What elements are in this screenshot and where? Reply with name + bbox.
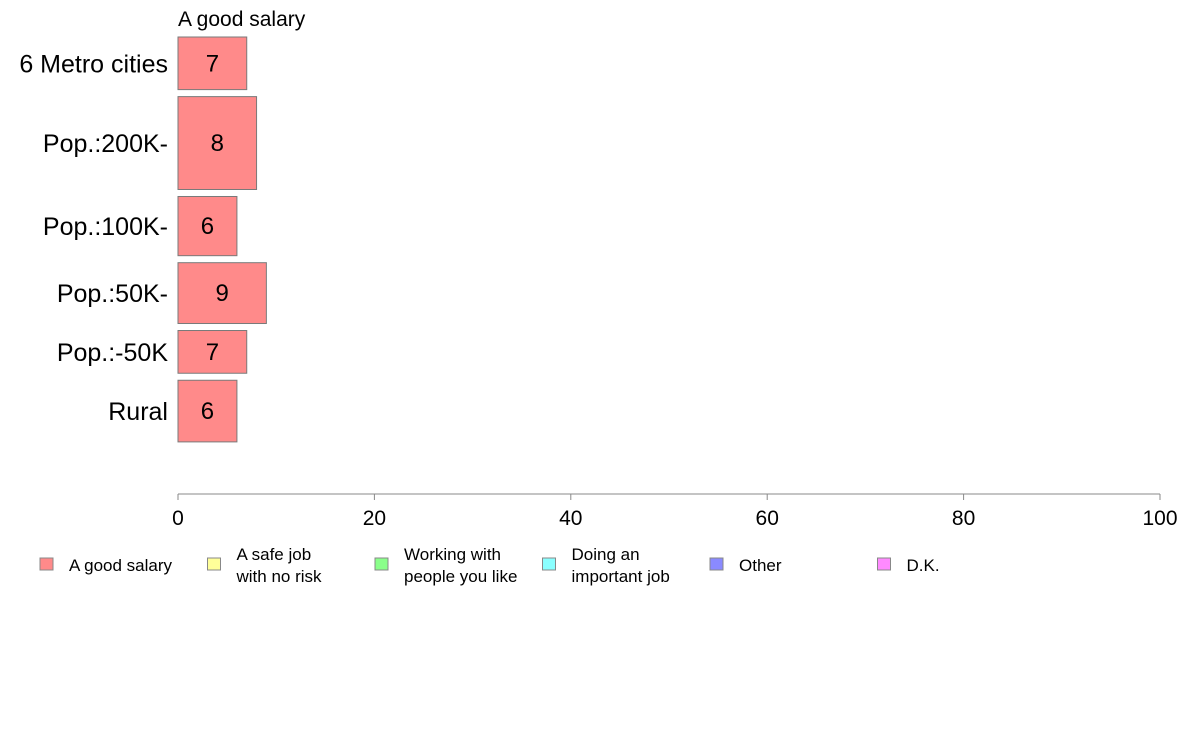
category-label: 6 Metro cities — [19, 50, 168, 78]
bar — [177, 36, 248, 91]
bar — [177, 330, 248, 374]
category-label: Pop.:200K- — [43, 130, 168, 158]
chart-title: A good salary — [178, 8, 306, 31]
x-tick-label: 100 — [1142, 507, 1177, 530]
bars-layer: 7 6 Metro cities 8 Pop.:200K- 6 Pop.:100K- 9 Po… — [19, 36, 267, 443]
bar-value-label: 7 — [206, 50, 219, 77]
legend-label: A good salary — [69, 556, 173, 575]
bar-value-label: 7 — [206, 339, 219, 366]
legend: A good salary A safe job with no risk Worki… — [39, 545, 940, 586]
x-tick-label: 60 — [756, 507, 779, 530]
bar-value-label: 9 — [216, 280, 229, 307]
legend-swatch — [39, 557, 54, 571]
x-tick-label: 20 — [363, 507, 386, 530]
legend-label: Doing an important job — [572, 545, 670, 586]
bar — [177, 195, 238, 257]
legend-swatch — [542, 557, 556, 571]
bar — [177, 96, 258, 190]
legend-label: Working with people you like — [404, 545, 517, 586]
bar-value-label: 6 — [201, 213, 214, 240]
category-label: Pop.:50K- — [57, 280, 168, 308]
bar — [177, 262, 267, 325]
legend-swatch — [877, 557, 891, 571]
category-label: Pop.:100K- — [43, 213, 168, 241]
category-label: Rural — [108, 398, 168, 426]
legend-label: A safe job with no risk — [236, 545, 323, 586]
legend-swatch — [207, 557, 221, 571]
legend-label: D.K. — [907, 556, 940, 575]
x-axis: 0 20 40 60 80 100 — [172, 493, 1178, 530]
bar — [177, 379, 238, 443]
legend-label: Other — [739, 556, 782, 575]
legend-swatch — [374, 557, 389, 571]
x-tick-label: 80 — [952, 507, 975, 530]
bar-value-label: 6 — [201, 398, 214, 425]
x-tick-label: 0 — [172, 507, 184, 530]
x-tick-label: 40 — [559, 507, 582, 530]
bar-value-label: 8 — [211, 130, 224, 157]
category-label: Pop.:-50K — [57, 339, 169, 367]
legend-swatch — [709, 557, 724, 571]
